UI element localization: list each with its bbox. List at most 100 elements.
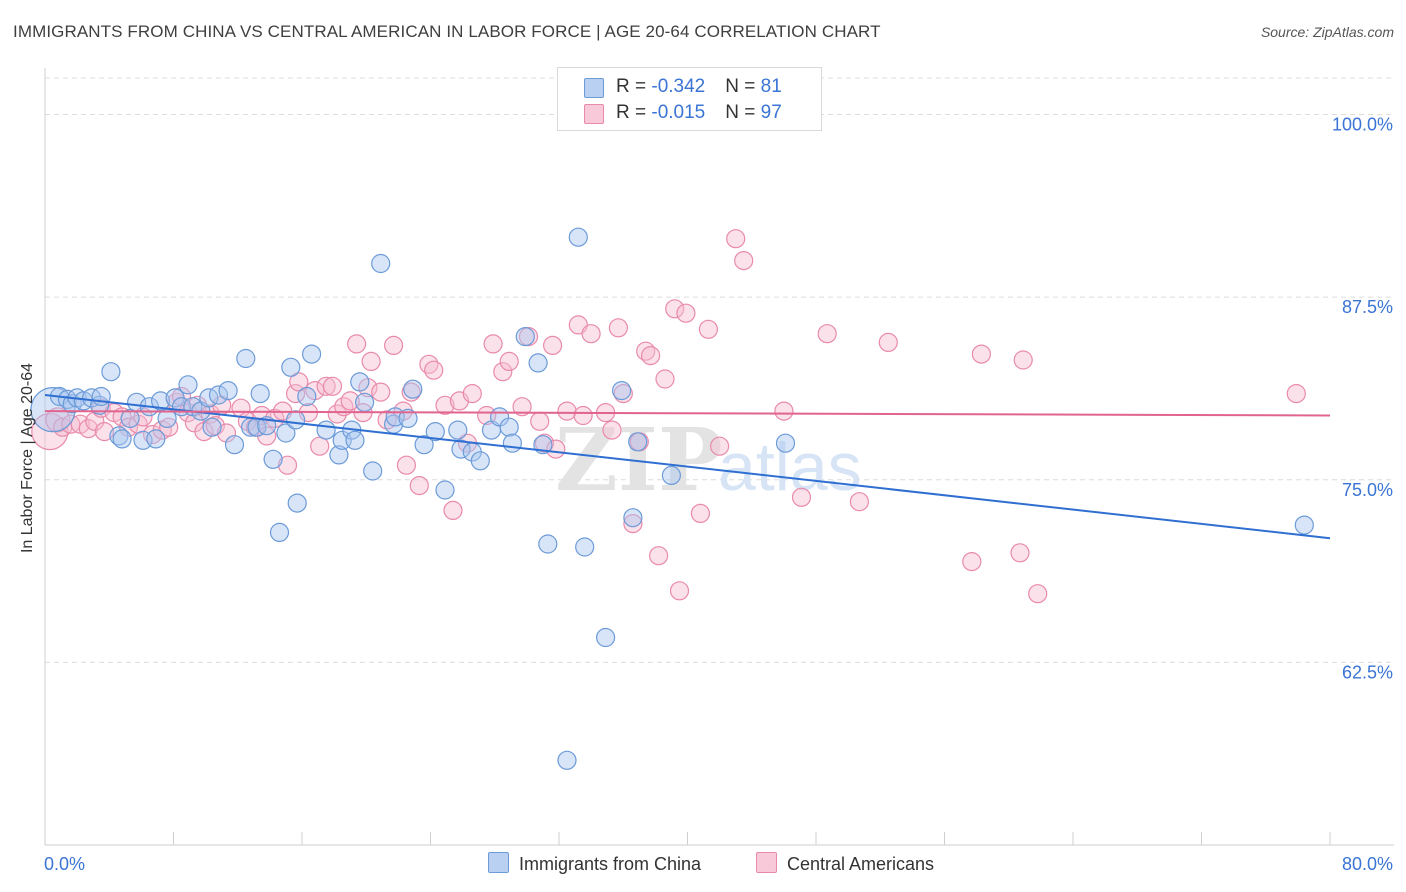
china-point — [250, 384, 270, 404]
central-point — [424, 360, 444, 380]
china-point — [350, 372, 370, 392]
central-point — [493, 362, 513, 382]
central-point — [669, 581, 690, 601]
central-point — [205, 416, 225, 436]
legend-n-label: N = — [725, 102, 761, 123]
legend-swatch-central — [584, 104, 604, 124]
watermark-atlas: atlas — [718, 429, 862, 505]
bottom-legend-central: Central Americans — [756, 852, 934, 875]
central-point — [443, 500, 463, 520]
central-point — [698, 319, 719, 339]
china-point — [236, 348, 256, 369]
y-tick-label: 87.5% — [1342, 297, 1393, 317]
central-point — [435, 395, 455, 415]
central-point — [648, 546, 669, 566]
central-point — [361, 351, 381, 371]
china-point — [218, 381, 238, 401]
china-point — [403, 379, 423, 399]
central-point — [396, 455, 416, 475]
central-point — [542, 335, 563, 355]
china-point — [538, 534, 558, 554]
china-point — [178, 375, 198, 395]
central-point — [676, 303, 696, 323]
central-point — [327, 404, 347, 424]
central-point — [347, 334, 367, 354]
series-immigrants-from-china — [30, 227, 1314, 770]
china-point — [568, 227, 588, 247]
central-point — [512, 397, 532, 417]
central-point — [322, 376, 343, 396]
central-point — [78, 419, 99, 439]
central-point — [557, 401, 577, 421]
central-point — [340, 391, 360, 411]
central-point — [774, 401, 794, 421]
legend-n-value-central: 97 — [760, 102, 782, 123]
gridlines — [45, 77, 1394, 663]
x-tick-label-min: 0.0% — [44, 854, 85, 874]
central-point — [371, 382, 391, 402]
central-point — [878, 332, 898, 352]
y-axis-label: In Labor Force | Age 20-64 — [19, 362, 36, 554]
china-point — [151, 391, 171, 411]
china-point — [363, 461, 383, 481]
central-point — [462, 384, 482, 404]
central-point — [316, 376, 336, 396]
china-point — [425, 422, 445, 442]
central-point — [726, 229, 746, 249]
legend-swatch-china — [584, 78, 604, 98]
y-tick-label: 100.0% — [1332, 115, 1393, 135]
central-point — [817, 324, 837, 344]
china-point — [451, 439, 471, 459]
central-point — [1010, 543, 1030, 563]
central-point — [623, 513, 643, 534]
china-point — [575, 537, 595, 557]
china-point — [398, 408, 418, 428]
bottom-legend-label-china: Immigrants from China — [519, 854, 702, 874]
central-point — [94, 422, 115, 442]
china-point — [448, 420, 468, 440]
china-point — [112, 429, 132, 449]
china-point — [515, 327, 535, 347]
china-point — [263, 449, 283, 469]
central-point — [310, 436, 330, 456]
china-point — [628, 432, 648, 452]
x-tick-label-max: 80.0% — [1342, 854, 1393, 874]
central-point — [962, 551, 982, 572]
china-point — [502, 433, 523, 453]
trend-lines — [44, 394, 1331, 540]
central-point — [665, 299, 685, 319]
legend-r-value-central: -0.015 — [651, 102, 706, 123]
china-point — [611, 381, 632, 401]
legend-n-label: N = — [725, 76, 761, 97]
stats-legend: R = -0.342 N = 81 R = -0.015 N = 97 — [557, 67, 822, 131]
china-point — [30, 387, 76, 433]
china-point — [276, 423, 296, 443]
china-point — [146, 429, 166, 449]
china-point — [302, 344, 322, 364]
central-point — [581, 324, 601, 344]
legend-r-value-china: -0.342 — [651, 76, 706, 97]
china-point — [316, 420, 336, 440]
china-point — [286, 410, 306, 430]
chart-title: IMMIGRANTS FROM CHINA VS CENTRAL AMERICA… — [13, 22, 881, 41]
china-point — [281, 357, 301, 377]
y-tick-label: 62.5% — [1342, 662, 1393, 682]
central-point — [608, 318, 629, 338]
central-point — [640, 346, 661, 366]
source-credit: Source: ZipAtlas.com — [1260, 24, 1394, 40]
central-point — [1013, 350, 1033, 370]
central-point — [409, 476, 429, 496]
china-point — [661, 465, 682, 485]
central-point — [499, 351, 519, 371]
central-point — [265, 408, 285, 428]
china-point — [623, 508, 643, 528]
china-point — [329, 445, 349, 465]
central-point — [613, 384, 633, 404]
china-point — [371, 253, 391, 274]
central-point — [655, 369, 675, 389]
central-point — [112, 407, 132, 427]
china-point — [499, 417, 519, 437]
central-point — [483, 334, 503, 354]
central-trend-line — [44, 410, 1331, 417]
central-point — [709, 436, 730, 456]
